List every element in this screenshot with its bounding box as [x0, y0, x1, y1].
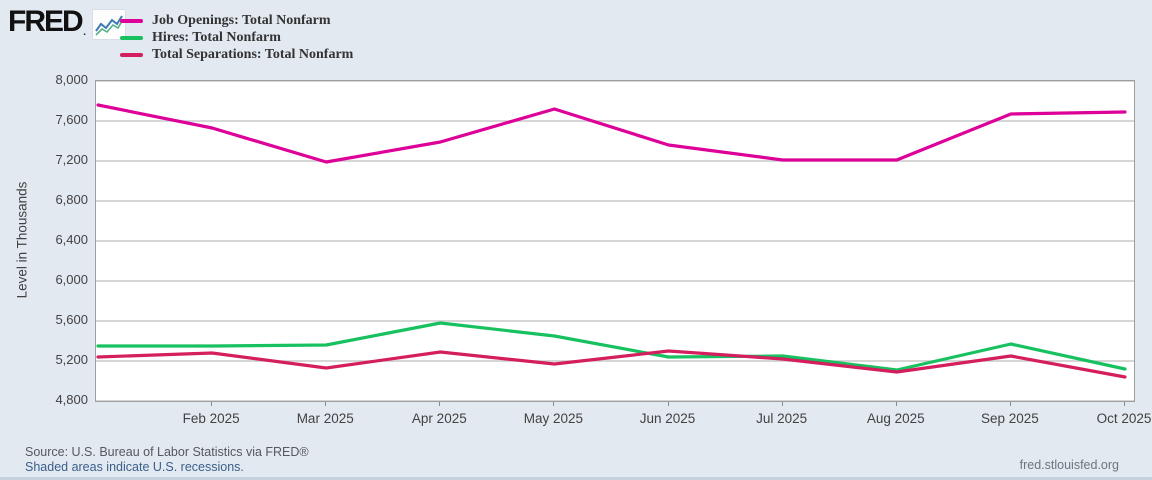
x-tick-mark	[781, 402, 783, 406]
fred-logo-text: FRED	[8, 5, 84, 38]
x-tick-mark	[667, 402, 669, 406]
x-tick-label: Feb 2025	[182, 411, 240, 426]
legend-swatch-icon	[120, 35, 143, 40]
y-tick-label: 5,200	[55, 352, 88, 367]
y-tick-label: 4,800	[55, 392, 88, 407]
fred-logo: FRED .	[8, 5, 126, 40]
y-tick-label: 6,400	[55, 232, 88, 247]
plot-area[interactable]	[95, 80, 1135, 402]
y-tick-label: 6,800	[55, 192, 88, 207]
legend-item: Hires: Total Nonfarm	[120, 29, 353, 46]
y-tick-label: 7,600	[55, 112, 88, 127]
legend-label: Hires: Total Nonfarm	[152, 30, 281, 45]
x-tick-mark	[895, 402, 897, 406]
y-tick-label: 6,000	[55, 272, 88, 287]
x-tick-label: Jul 2025	[756, 411, 808, 426]
y-tick-label: 7,200	[55, 152, 88, 167]
fred-logo-dot: .	[82, 22, 87, 38]
fred-site-text: fred.stlouisfed.org	[1019, 458, 1119, 472]
source-attribution: Source: U.S. Bureau of Labor Statistics …	[25, 445, 309, 459]
series-line-total-separations[interactable]	[96, 349, 1127, 379]
series-line-job-openings[interactable]	[96, 103, 1127, 164]
chart-legend: Job Openings: Total Nonfarm Hires: Total …	[120, 12, 353, 63]
recession-note-link[interactable]: Shaded areas indicate U.S. recessions.	[25, 460, 244, 474]
legend-label: Total Separations: Total Nonfarm	[152, 47, 354, 62]
legend-item: Total Separations: Total Nonfarm	[120, 46, 353, 63]
x-tick-label: Jun 2025	[639, 411, 696, 426]
series-line-hires[interactable]	[96, 321, 1127, 372]
line-chart-svg[interactable]	[96, 81, 1134, 401]
x-tick-mark	[553, 402, 555, 406]
x-tick-mark	[439, 402, 441, 406]
legend-swatch-icon	[120, 52, 143, 57]
x-tick-mark	[1123, 402, 1125, 406]
x-tick-label: May 2025	[523, 411, 584, 426]
y-tick-label: 8,000	[55, 72, 88, 87]
y-tick-label: 5,600	[55, 312, 88, 327]
x-tick-mark	[1009, 402, 1011, 406]
x-tick-mark	[211, 402, 213, 406]
legend-label: Job Openings: Total Nonfarm	[152, 13, 331, 28]
x-tick-mark	[325, 402, 327, 406]
x-tick-label: Mar 2025	[296, 411, 354, 426]
x-tick-label: Aug 2025	[866, 411, 925, 426]
fred-sparkline-icon	[91, 9, 126, 40]
legend-item: Job Openings: Total Nonfarm	[120, 12, 353, 29]
legend-swatch-icon	[120, 18, 143, 23]
x-tick-label: Sep 2025	[980, 411, 1039, 426]
bottom-strip	[0, 477, 1152, 480]
x-tick-label: Oct 2025	[1096, 411, 1152, 426]
x-tick-label: Apr 2025	[411, 411, 467, 426]
